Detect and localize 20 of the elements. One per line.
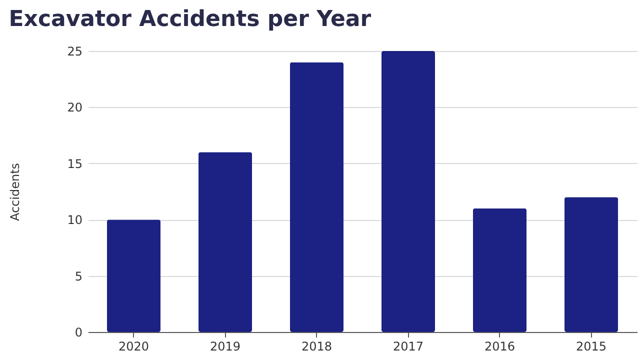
y-tick-label: 25	[67, 44, 82, 58]
chart-title: Excavator Accidents per Year	[8, 7, 372, 32]
y-tick-label: 10	[67, 213, 82, 228]
x-tick-label: 2019	[210, 340, 241, 354]
y-tick-label: 15	[67, 156, 82, 171]
y-tick-label: 20	[67, 100, 82, 115]
x-tick-label: 2015	[576, 340, 607, 354]
x-tick-label: 2017	[392, 340, 424, 354]
x-tick-label: 2018	[301, 340, 332, 354]
x-tick-label: 2020	[118, 340, 150, 354]
y-tick-label: 5	[74, 269, 82, 284]
bar	[106, 220, 161, 332]
x-tick-label: 2016	[484, 340, 516, 354]
bar	[472, 208, 527, 332]
bar	[381, 51, 436, 332]
y-axis-title: Accidents	[8, 162, 22, 222]
bar	[198, 152, 252, 332]
y-tick-label: 0	[74, 326, 82, 340]
bar	[564, 197, 618, 332]
bar	[290, 62, 344, 332]
